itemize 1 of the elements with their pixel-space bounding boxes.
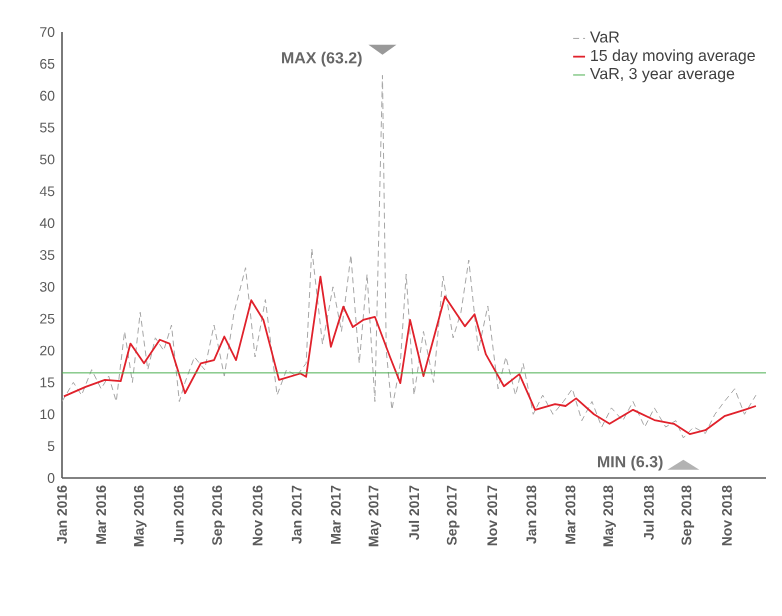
line-series [62, 275, 757, 435]
